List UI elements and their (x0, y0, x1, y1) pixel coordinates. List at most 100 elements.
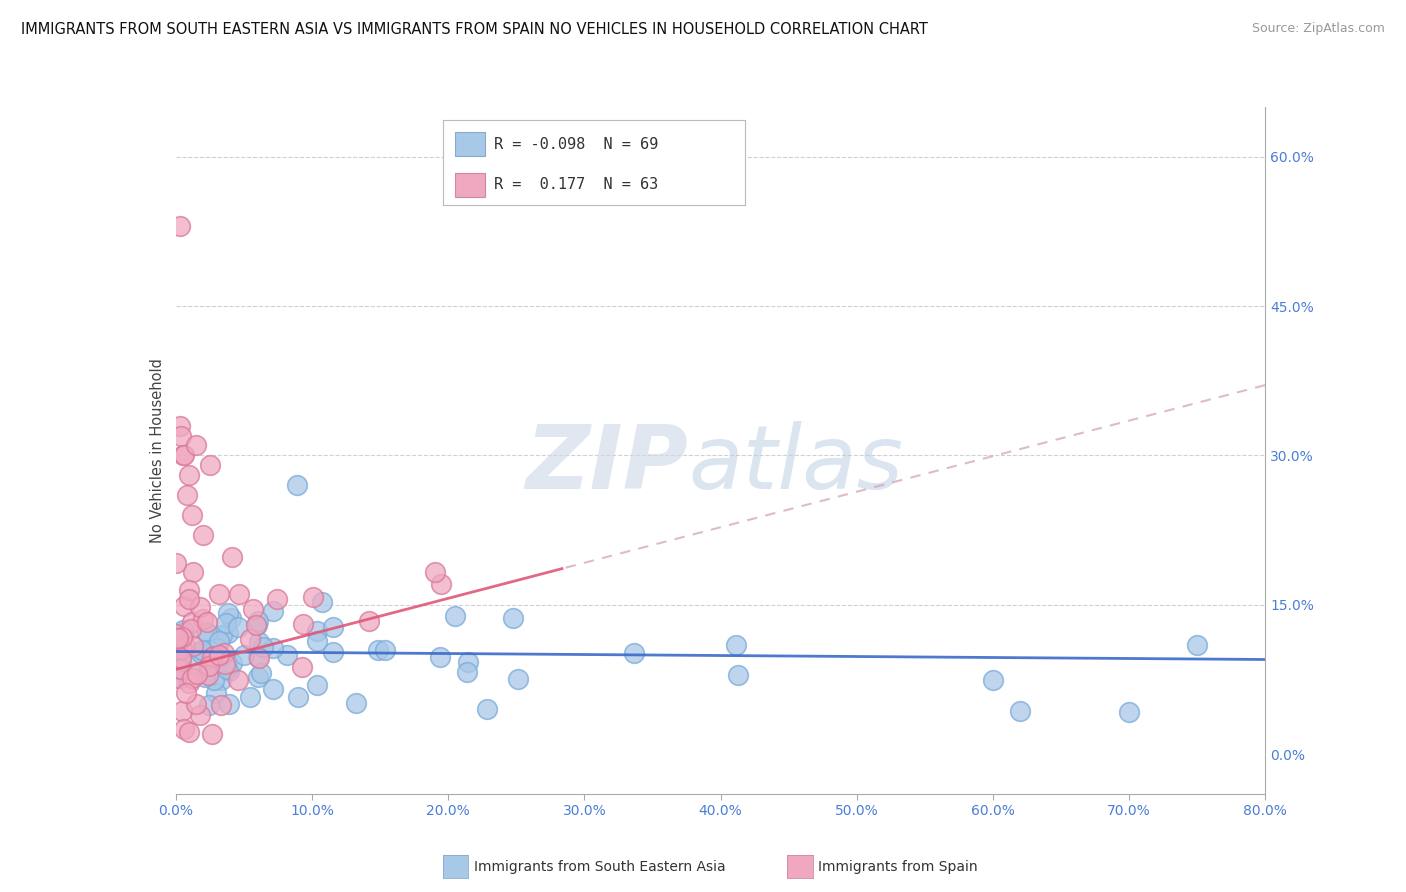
Point (344, 696, 367, 710)
Point (246, 649, 269, 664)
Point (208, 633, 231, 648)
Point (307, 633, 329, 648)
Point (198, 654, 221, 668)
Point (165, 556, 187, 570)
Point (226, 619, 249, 633)
Point (188, 707, 211, 722)
Point (252, 640, 274, 654)
Point (217, 606, 239, 620)
Point (208, 587, 231, 601)
Point (221, 611, 243, 625)
Point (250, 666, 273, 681)
Point (475, 702, 498, 716)
Point (181, 508, 204, 523)
Point (191, 612, 214, 626)
Point (211, 628, 233, 642)
Point (198, 643, 221, 657)
Point (233, 648, 256, 663)
Point (429, 650, 451, 665)
Point (170, 650, 193, 665)
Point (198, 658, 221, 673)
Text: Immigrants from Spain: Immigrants from Spain (818, 860, 979, 874)
Point (198, 458, 221, 473)
Point (183, 639, 205, 653)
Point (181, 671, 204, 685)
Point (172, 642, 194, 657)
Point (194, 670, 217, 684)
Point (291, 660, 314, 674)
Point (215, 615, 238, 630)
Point (169, 418, 191, 433)
Point (285, 478, 308, 492)
Point (228, 587, 250, 601)
Point (247, 635, 270, 649)
Point (444, 608, 467, 623)
Point (166, 645, 188, 659)
Text: Source: ZipAtlas.com: Source: ZipAtlas.com (1251, 22, 1385, 36)
Point (188, 600, 211, 615)
Point (170, 428, 193, 442)
Point (202, 673, 225, 687)
Point (177, 582, 200, 597)
Point (623, 646, 645, 660)
Point (179, 468, 201, 483)
Point (214, 657, 236, 671)
Point (173, 599, 195, 614)
Point (173, 640, 195, 654)
Point (727, 668, 749, 682)
Point (292, 616, 315, 631)
Point (221, 656, 243, 670)
Point (217, 625, 239, 640)
Point (211, 673, 233, 688)
Text: ZIP: ZIP (524, 421, 688, 508)
Point (423, 565, 446, 579)
Point (287, 690, 309, 704)
Point (209, 698, 232, 712)
Point (374, 643, 396, 657)
Point (724, 638, 747, 652)
Point (302, 591, 325, 605)
Point (166, 671, 188, 685)
Text: IMMIGRANTS FROM SOUTH EASTERN ASIA VS IMMIGRANTS FROM SPAIN NO VEHICLES IN HOUSE: IMMIGRANTS FROM SOUTH EASTERN ASIA VS IM… (21, 22, 928, 37)
Point (173, 449, 195, 463)
Point (322, 645, 344, 659)
Point (172, 449, 194, 463)
Point (184, 697, 207, 711)
Bar (456, 132, 485, 156)
Point (197, 615, 219, 629)
Point (177, 676, 200, 690)
Point (247, 670, 270, 684)
Point (194, 625, 217, 640)
Point (981, 673, 1004, 687)
Point (170, 662, 193, 676)
Point (212, 646, 235, 660)
Text: Immigrants from South Eastern Asia: Immigrants from South Eastern Asia (474, 860, 725, 874)
Point (430, 577, 453, 591)
Point (173, 723, 195, 737)
Text: atlas: atlas (688, 421, 903, 508)
Point (173, 625, 195, 640)
Point (190, 646, 212, 660)
Point (180, 623, 202, 637)
Point (218, 698, 240, 712)
Point (204, 649, 226, 664)
Point (169, 219, 191, 234)
Point (176, 488, 198, 502)
Point (195, 625, 218, 640)
Point (367, 642, 389, 657)
Point (208, 650, 231, 665)
Point (205, 641, 228, 656)
Point (208, 648, 231, 662)
Point (266, 592, 288, 607)
Point (307, 624, 329, 639)
Point (201, 727, 224, 741)
Point (245, 618, 267, 632)
Point (506, 672, 529, 686)
Bar (456, 173, 485, 196)
Point (238, 690, 260, 704)
Point (262, 682, 284, 697)
Point (186, 666, 208, 681)
Point (174, 686, 197, 700)
Point (239, 632, 262, 647)
Point (1118, 705, 1140, 719)
